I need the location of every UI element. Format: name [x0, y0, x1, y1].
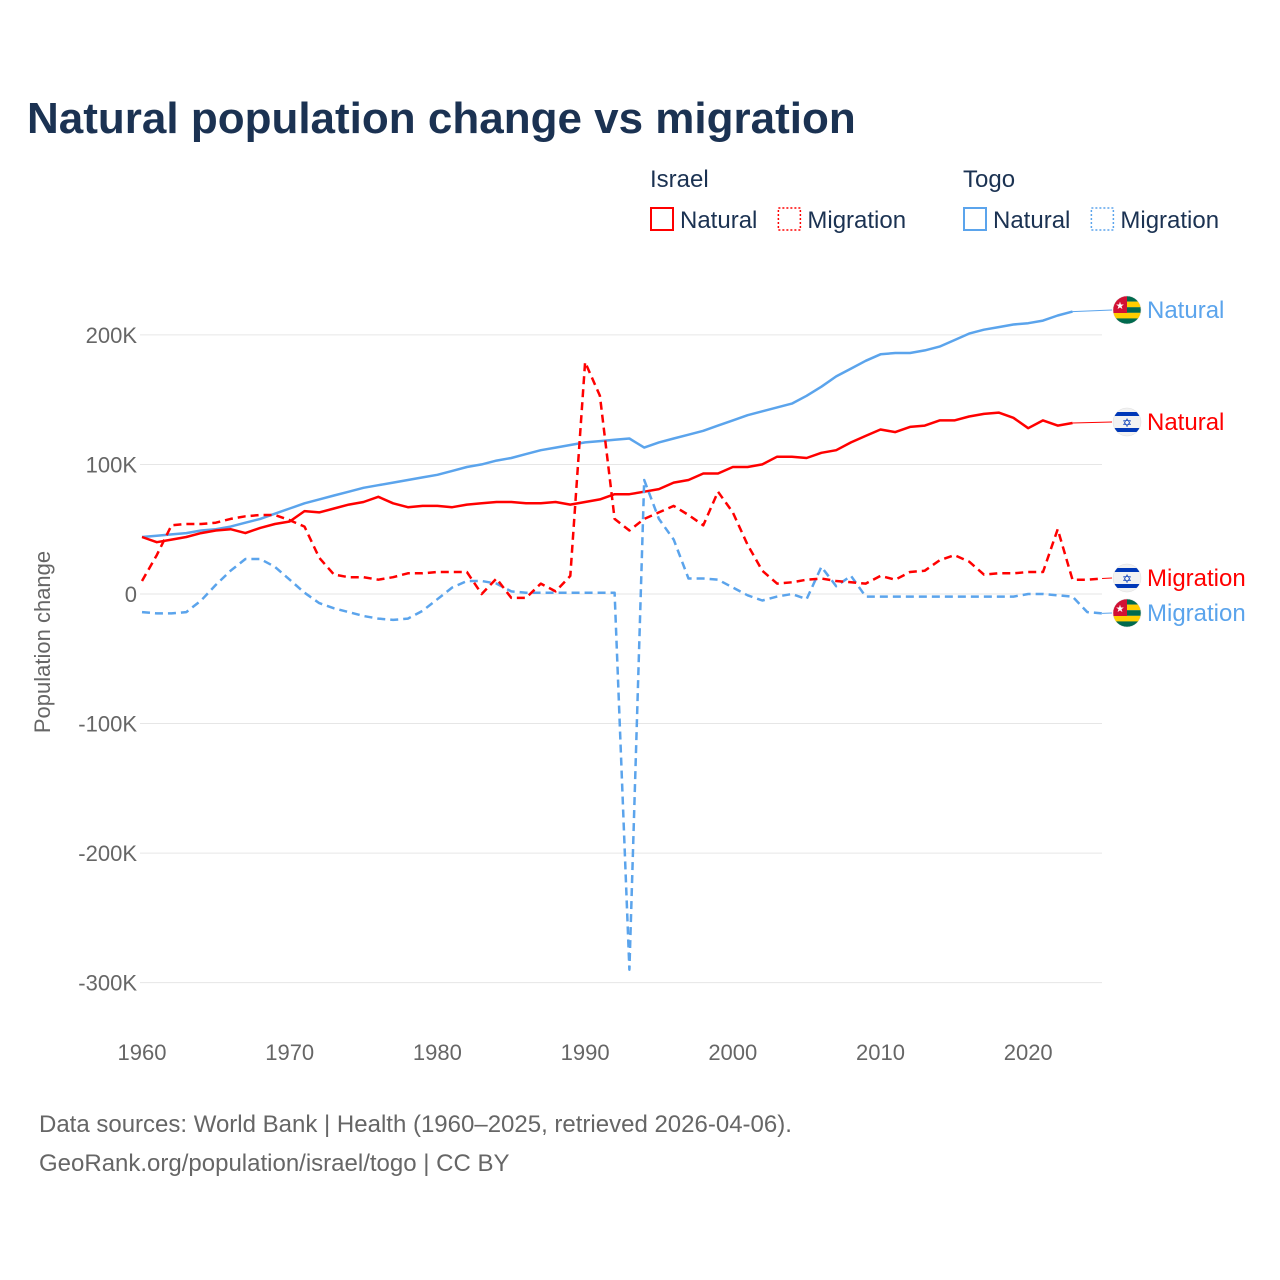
y-tick-label: -300K	[78, 971, 137, 996]
end-labels: ★ Natural ✡ Natural ✡ Migration ★ Migration	[1072, 295, 1246, 628]
y-tick-label: -200K	[78, 841, 137, 866]
x-tick-label: 1960	[118, 1040, 167, 1065]
y-tick-label: 100K	[86, 452, 138, 477]
chart-title: Natural population change vs migration	[27, 94, 856, 143]
togo-flag-icon: ★	[1112, 295, 1142, 325]
svg-text:★: ★	[1116, 604, 1125, 615]
legend-group-title: Israel	[650, 166, 709, 193]
x-tick-label: 2010	[856, 1040, 905, 1065]
legend-group-title: Togo	[963, 166, 1015, 193]
legend-item-label[interactable]: Migration	[807, 207, 906, 234]
israel-flag-icon: ✡	[1112, 407, 1142, 437]
end-label-migration: Migration	[1147, 565, 1246, 592]
series-line-israel-migration	[140, 360, 1103, 600]
x-tick-label: 1980	[413, 1040, 462, 1065]
x-tick-label: 2020	[1004, 1040, 1053, 1065]
end-label-natural: Natural	[1147, 409, 1224, 436]
y-tick-label: 200K	[86, 323, 138, 348]
svg-text:✡: ✡	[1122, 572, 1132, 586]
svg-text:★: ★	[1116, 301, 1125, 312]
legend-item-label[interactable]: Natural	[680, 207, 757, 234]
x-tick-label: 1970	[265, 1040, 314, 1065]
israel-flag-icon: ✡	[1112, 563, 1142, 593]
footer-sources: Data sources: World Bank | Health (1960–…	[39, 1111, 792, 1138]
end-label-connector	[1072, 309, 1113, 313]
togo-flag-icon: ★	[1112, 598, 1142, 628]
series-line-israel-natural	[141, 411, 1073, 544]
legend-swatch[interactable]	[650, 207, 674, 231]
x-tick-label: 2000	[708, 1040, 757, 1065]
legend-swatch[interactable]	[1090, 207, 1115, 231]
footer-link[interactable]: GeoRank.org/population/israel/togo | CC …	[39, 1150, 510, 1177]
end-label-connector	[1072, 421, 1113, 424]
series-line-togo-natural	[141, 310, 1073, 539]
series-lines	[140, 310, 1103, 971]
y-tick-label: -100K	[78, 712, 137, 737]
legend-item-label[interactable]: Migration	[1120, 207, 1219, 234]
series-line-togo-migration	[141, 478, 1103, 971]
legend-item-label[interactable]: Natural	[993, 207, 1070, 234]
x-tick-label: 1990	[561, 1040, 610, 1065]
svg-text:✡: ✡	[1122, 416, 1132, 430]
legend-swatch[interactable]	[963, 207, 987, 231]
gridlines: 200K 100K 0 -100K -200K -300K 1960 1970 1980 1990…	[78, 323, 1102, 1065]
y-axis-label: Population change	[30, 551, 55, 733]
end-label-natural: Natural	[1147, 297, 1224, 324]
end-label-migration: Migration	[1147, 600, 1246, 627]
legend: Israel Natural Migration Togo Natural Migrati…	[650, 166, 1219, 234]
y-tick-label: 0	[125, 582, 137, 607]
legend-swatch[interactable]	[777, 207, 802, 231]
